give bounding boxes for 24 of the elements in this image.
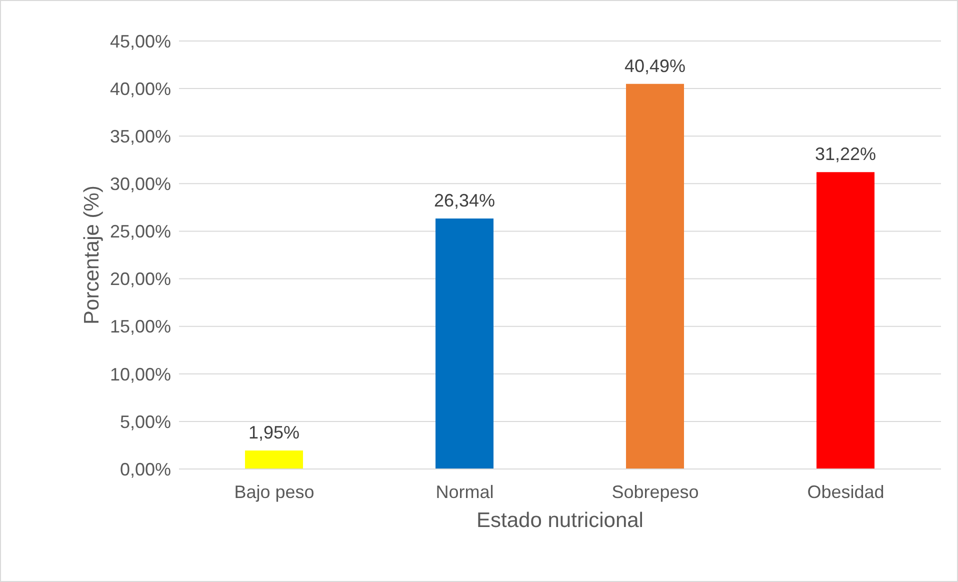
data-label: 40,49% — [624, 56, 686, 76]
bar — [245, 450, 303, 469]
x-tick-label: Normal — [436, 482, 494, 502]
y-tick-label: 30,00% — [110, 174, 171, 194]
y-tick-label: 20,00% — [110, 269, 171, 290]
x-tick-label: Sobrepeso — [612, 482, 699, 502]
bar — [436, 218, 494, 469]
data-label: 31,22% — [814, 144, 876, 164]
y-tick-label: 5,00% — [120, 412, 171, 432]
y-tick-label: 40,00% — [110, 78, 171, 99]
y-tick-label: 45,00% — [110, 31, 171, 52]
y-tick-label: 0,00% — [120, 459, 171, 480]
y-tick-label: 15,00% — [110, 316, 171, 337]
bar — [626, 84, 684, 469]
y-tick-label: 25,00% — [110, 222, 171, 242]
x-tick-label: Obesidad — [807, 482, 884, 502]
y-tick-label: 10,00% — [110, 364, 171, 384]
y-tick-label: 35,00% — [110, 126, 171, 146]
x-axis-title: Estado nutricional — [476, 509, 644, 532]
bar — [816, 172, 874, 469]
x-tick-label: Bajo peso — [234, 482, 314, 502]
data-label: 26,34% — [434, 190, 496, 210]
y-axis-title: Porcentaje (%) — [80, 186, 104, 324]
data-label: 1,95% — [248, 422, 300, 442]
